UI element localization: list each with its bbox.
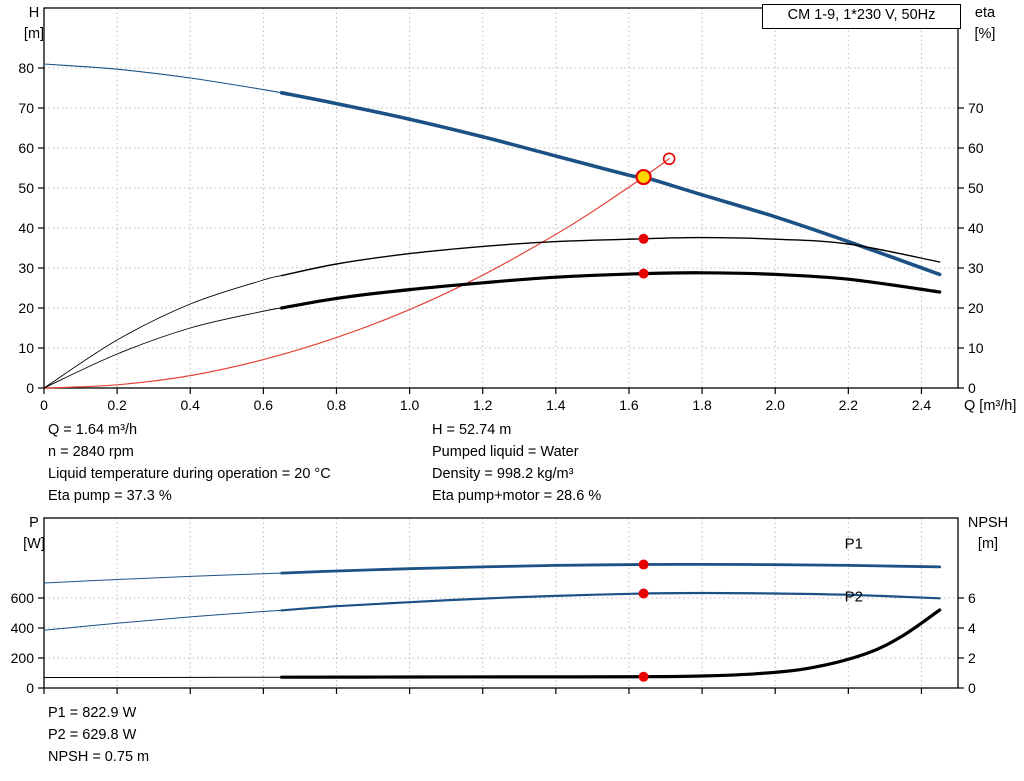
left-axis-tick-label: 10 — [18, 340, 34, 356]
info-p1: P1 = 822.9 W — [48, 705, 137, 721]
info-liquid-temperature: Liquid temperature during operation = 20… — [48, 466, 331, 482]
left-axis-tick-label: 50 — [18, 180, 34, 196]
right-axis-tick-label: 2 — [968, 650, 976, 666]
left-axis-tick-label: 20 — [18, 300, 34, 316]
right-axis-tick-label: 6 — [968, 590, 976, 606]
duty-info-left: Q = 1.64 m³/h n = 2840 rpm Liquid temper… — [48, 419, 331, 507]
p1-point-marker — [638, 559, 649, 570]
npsh-curve — [280, 608, 942, 679]
eta-pump-motor-curve-lead-in — [43, 307, 283, 389]
x-axis-tick-label: 1.6 — [619, 397, 639, 413]
left-axis-tick-label: 0 — [26, 380, 34, 396]
right-axis-tick-label: 50 — [968, 180, 984, 196]
right-axis-tick-label: 4 — [968, 620, 976, 636]
left-axis-tick-label: 70 — [18, 100, 34, 116]
eta-pump-point-marker — [638, 233, 649, 244]
left-axis-tick-label: 400 — [11, 620, 35, 636]
p1-curve — [280, 562, 942, 575]
x-axis-tick-label: 1.2 — [473, 397, 493, 413]
right-axis-tick-label: 30 — [968, 260, 984, 276]
eta-pump-motor-point-marker — [638, 268, 649, 279]
pump-head-curve-lead-in — [43, 63, 283, 94]
duty-info-right: H = 52.74 m Pumped liquid = Water Densit… — [432, 419, 601, 507]
info-pumped-liquid: Pumped liquid = Water — [432, 444, 579, 460]
eta-pump-curve — [280, 236, 941, 277]
x-axis-tick-label: 0.2 — [107, 397, 127, 413]
power-axis-unit: [W] — [23, 536, 45, 552]
pump-head-curve — [279, 91, 942, 277]
info-eta-pump: Eta pump = 37.3 % — [48, 488, 172, 504]
x-axis-tick-label: 0 — [40, 397, 48, 413]
x-axis-tick-label: 0.8 — [327, 397, 347, 413]
npsh-axis-symbol: NPSH — [967, 515, 1009, 531]
power-axis-title: P [W] — [16, 513, 52, 555]
x-axis-tick-label: 2.2 — [839, 397, 859, 413]
p1-curve-lead-in — [43, 572, 283, 584]
power-axis-symbol: P — [29, 515, 39, 531]
head-axis-title: H [m] — [16, 3, 52, 45]
head-axis-unit: [m] — [23, 26, 45, 42]
npsh-point-marker — [638, 671, 649, 682]
x-axis-tick-label: 0.4 — [181, 397, 201, 413]
x-axis-tick-label: 0.6 — [254, 397, 274, 413]
info-p2: P2 = 629.8 W — [48, 727, 137, 743]
left-axis-tick-label: 200 — [11, 650, 35, 666]
info-flow: Q = 1.64 m³/h — [48, 422, 138, 438]
system-curve — [43, 158, 670, 389]
info-density: Density = 998.2 kg/m³ — [432, 466, 574, 482]
eta-axis-symbol: eta — [974, 5, 996, 21]
npsh-axis-title: NPSH [m] — [958, 513, 1018, 555]
left-axis-tick-label: 40 — [18, 220, 34, 236]
eta-axis-unit: [%] — [974, 26, 996, 42]
left-axis-tick-label: 60 — [18, 140, 34, 156]
right-axis-tick-label: 20 — [968, 300, 984, 316]
right-axis-tick-label: 0 — [968, 380, 976, 396]
eta-pump-motor-curve — [280, 271, 942, 310]
x-axis-tick-label: 1.4 — [546, 397, 566, 413]
right-axis-tick-label: 40 — [968, 220, 984, 236]
right-axis-tick-label: 0 — [968, 680, 976, 696]
right-axis-tick-label: 60 — [968, 140, 984, 156]
info-npsh: NPSH = 0.75 m — [48, 749, 150, 765]
left-axis-tick-label: 0 — [26, 680, 34, 696]
head-axis-symbol: H — [28, 5, 40, 21]
left-axis-tick-label: 600 — [11, 590, 35, 606]
power-info: P1 = 822.9 W P2 = 629.8 W NPSH = 0.75 m — [48, 702, 149, 768]
p2-curve-lead-in — [43, 609, 283, 631]
info-eta-pump-motor: Eta pump+motor = 28.6 % — [432, 488, 602, 504]
plot-frame — [43, 7, 959, 389]
p2-point-marker — [638, 588, 649, 599]
right-axis-tick-label: 10 — [968, 340, 984, 356]
rated-point-marker — [662, 152, 676, 166]
left-axis-tick-label: 80 — [18, 60, 34, 76]
duty-point-marker — [635, 168, 652, 186]
eta-pump-curve-lead-in — [43, 275, 283, 389]
plot-frame — [43, 517, 959, 689]
info-head: H = 52.74 m — [432, 422, 512, 438]
info-speed: n = 2840 rpm — [48, 444, 134, 460]
x-axis-tick-label: 1.8 — [692, 397, 712, 413]
p1-curve-label: P1 — [845, 535, 863, 552]
flow-axis-label: Q [m³/h] — [964, 398, 1017, 414]
eta-axis-title: eta [%] — [962, 3, 1008, 45]
p2-curve — [280, 591, 941, 612]
x-axis-tick-label: 2.0 — [765, 397, 785, 413]
npsh-axis-unit: [m] — [977, 536, 999, 552]
right-axis-tick-label: 70 — [968, 100, 984, 116]
x-axis-tick-label: 1.0 — [400, 397, 420, 413]
p2-curve-label: P2 — [845, 589, 863, 606]
legend: CM 1-9, 1*230 V, 50Hz — [762, 4, 961, 29]
left-axis-tick-label: 30 — [18, 260, 34, 276]
x-axis-tick-label: 2.4 — [912, 397, 932, 413]
